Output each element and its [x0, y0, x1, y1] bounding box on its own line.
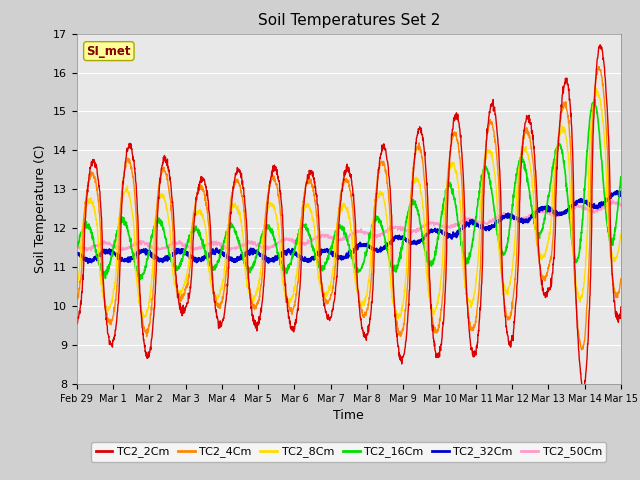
TC2_8Cm	[100, 302, 108, 308]
TC2_16Cm	[323, 256, 331, 262]
TC2_32Cm	[338, 257, 346, 263]
TC2_2Cm	[323, 314, 331, 320]
TC2_4Cm	[100, 296, 108, 302]
X-axis label: Time: Time	[333, 409, 364, 422]
TC2_4Cm	[595, 64, 603, 70]
TC2_8Cm	[617, 231, 625, 237]
TC2_32Cm	[101, 249, 109, 254]
TC2_2Cm	[337, 193, 345, 199]
TC2_16Cm	[502, 249, 509, 254]
TC2_16Cm	[617, 174, 625, 180]
TC2_4Cm	[337, 188, 345, 193]
TC2_50Cm	[73, 240, 81, 246]
TC2_16Cm	[602, 204, 609, 210]
TC2_4Cm	[602, 110, 609, 116]
TC2_50Cm	[88, 248, 95, 253]
TC2_8Cm	[323, 292, 331, 298]
Text: SI_met: SI_met	[86, 45, 131, 58]
TC2_8Cm	[502, 288, 509, 294]
TC2_16Cm	[338, 224, 346, 230]
TC2_4Cm	[323, 299, 331, 304]
TC2_32Cm	[323, 246, 331, 252]
TC2_2Cm	[596, 42, 604, 48]
TC2_50Cm	[338, 238, 346, 243]
TC2_16Cm	[136, 277, 143, 283]
TC2_8Cm	[73, 282, 81, 288]
TC2_50Cm	[502, 211, 509, 217]
Line: TC2_4Cm: TC2_4Cm	[77, 67, 621, 350]
TC2_2Cm	[100, 297, 108, 303]
TC2_16Cm	[73, 245, 81, 251]
TC2_2Cm	[602, 75, 609, 81]
TC2_2Cm	[73, 321, 81, 327]
TC2_4Cm	[578, 347, 586, 353]
TC2_4Cm	[501, 306, 509, 312]
TC2_32Cm	[617, 191, 625, 196]
TC2_16Cm	[100, 271, 108, 277]
Line: TC2_2Cm: TC2_2Cm	[77, 45, 621, 391]
TC2_50Cm	[101, 239, 109, 244]
TC2_2Cm	[501, 313, 509, 319]
TC2_4Cm	[73, 300, 81, 306]
TC2_2Cm	[602, 81, 609, 86]
TC2_32Cm	[613, 188, 621, 194]
TC2_4Cm	[602, 113, 609, 119]
TC2_2Cm	[617, 304, 625, 310]
TC2_4Cm	[617, 276, 625, 282]
TC2_32Cm	[602, 196, 609, 202]
Y-axis label: Soil Temperature (C): Soil Temperature (C)	[35, 144, 47, 273]
Line: TC2_8Cm: TC2_8Cm	[77, 88, 621, 319]
TC2_8Cm	[602, 154, 609, 159]
TC2_32Cm	[601, 198, 609, 204]
TC2_8Cm	[395, 316, 403, 322]
TC2_16Cm	[591, 97, 599, 103]
Legend: TC2_2Cm, TC2_4Cm, TC2_8Cm, TC2_16Cm, TC2_32Cm, TC2_50Cm: TC2_2Cm, TC2_4Cm, TC2_8Cm, TC2_16Cm, TC2…	[92, 442, 606, 462]
TC2_32Cm	[73, 251, 81, 257]
Line: TC2_50Cm: TC2_50Cm	[77, 200, 621, 251]
TC2_8Cm	[593, 85, 600, 91]
TC2_2Cm	[579, 388, 587, 394]
TC2_50Cm	[323, 233, 331, 239]
TC2_32Cm	[502, 213, 509, 219]
Line: TC2_16Cm: TC2_16Cm	[77, 100, 621, 280]
TC2_50Cm	[609, 197, 616, 203]
TC2_32Cm	[84, 260, 92, 266]
TC2_8Cm	[602, 147, 609, 153]
TC2_50Cm	[617, 203, 625, 209]
TC2_16Cm	[602, 201, 609, 207]
TC2_50Cm	[602, 204, 609, 210]
Title: Soil Temperatures Set 2: Soil Temperatures Set 2	[258, 13, 440, 28]
TC2_50Cm	[601, 202, 609, 208]
Line: TC2_32Cm: TC2_32Cm	[77, 191, 621, 263]
TC2_8Cm	[337, 204, 345, 210]
